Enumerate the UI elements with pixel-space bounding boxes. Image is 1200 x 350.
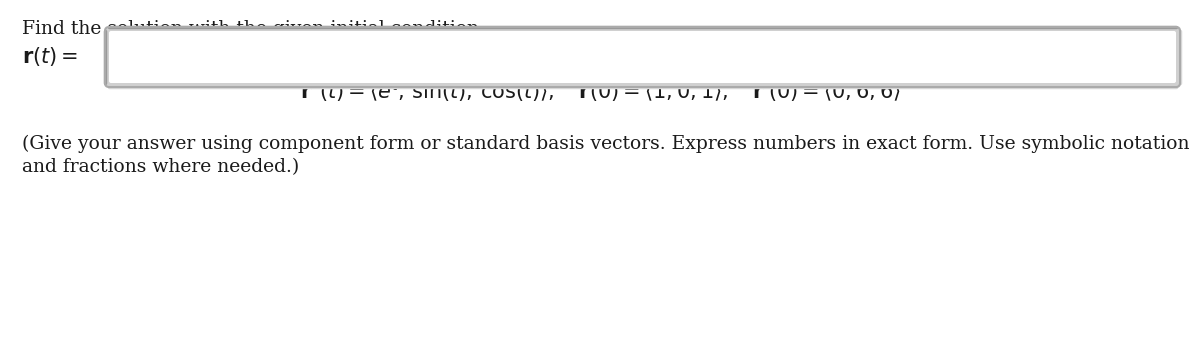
Text: and fractions where needed.): and fractions where needed.) [22, 158, 299, 176]
Text: $\mathbf{r}''(t) = \langle e^t,\, \sin(t),\, \cos(t) \rangle, \quad \mathbf{r}(0: $\mathbf{r}''(t) = \langle e^t,\, \sin(t… [300, 77, 900, 105]
FancyBboxPatch shape [109, 31, 1176, 83]
Text: Find the solution with the given initial condition.: Find the solution with the given initial… [22, 20, 485, 38]
Text: (Give your answer using component form or standard basis vectors. Express number: (Give your answer using component form o… [22, 135, 1189, 153]
FancyBboxPatch shape [106, 27, 1180, 87]
FancyBboxPatch shape [106, 27, 1180, 87]
Text: $\mathbf{r}(t) =$: $\mathbf{r}(t) =$ [22, 46, 78, 69]
